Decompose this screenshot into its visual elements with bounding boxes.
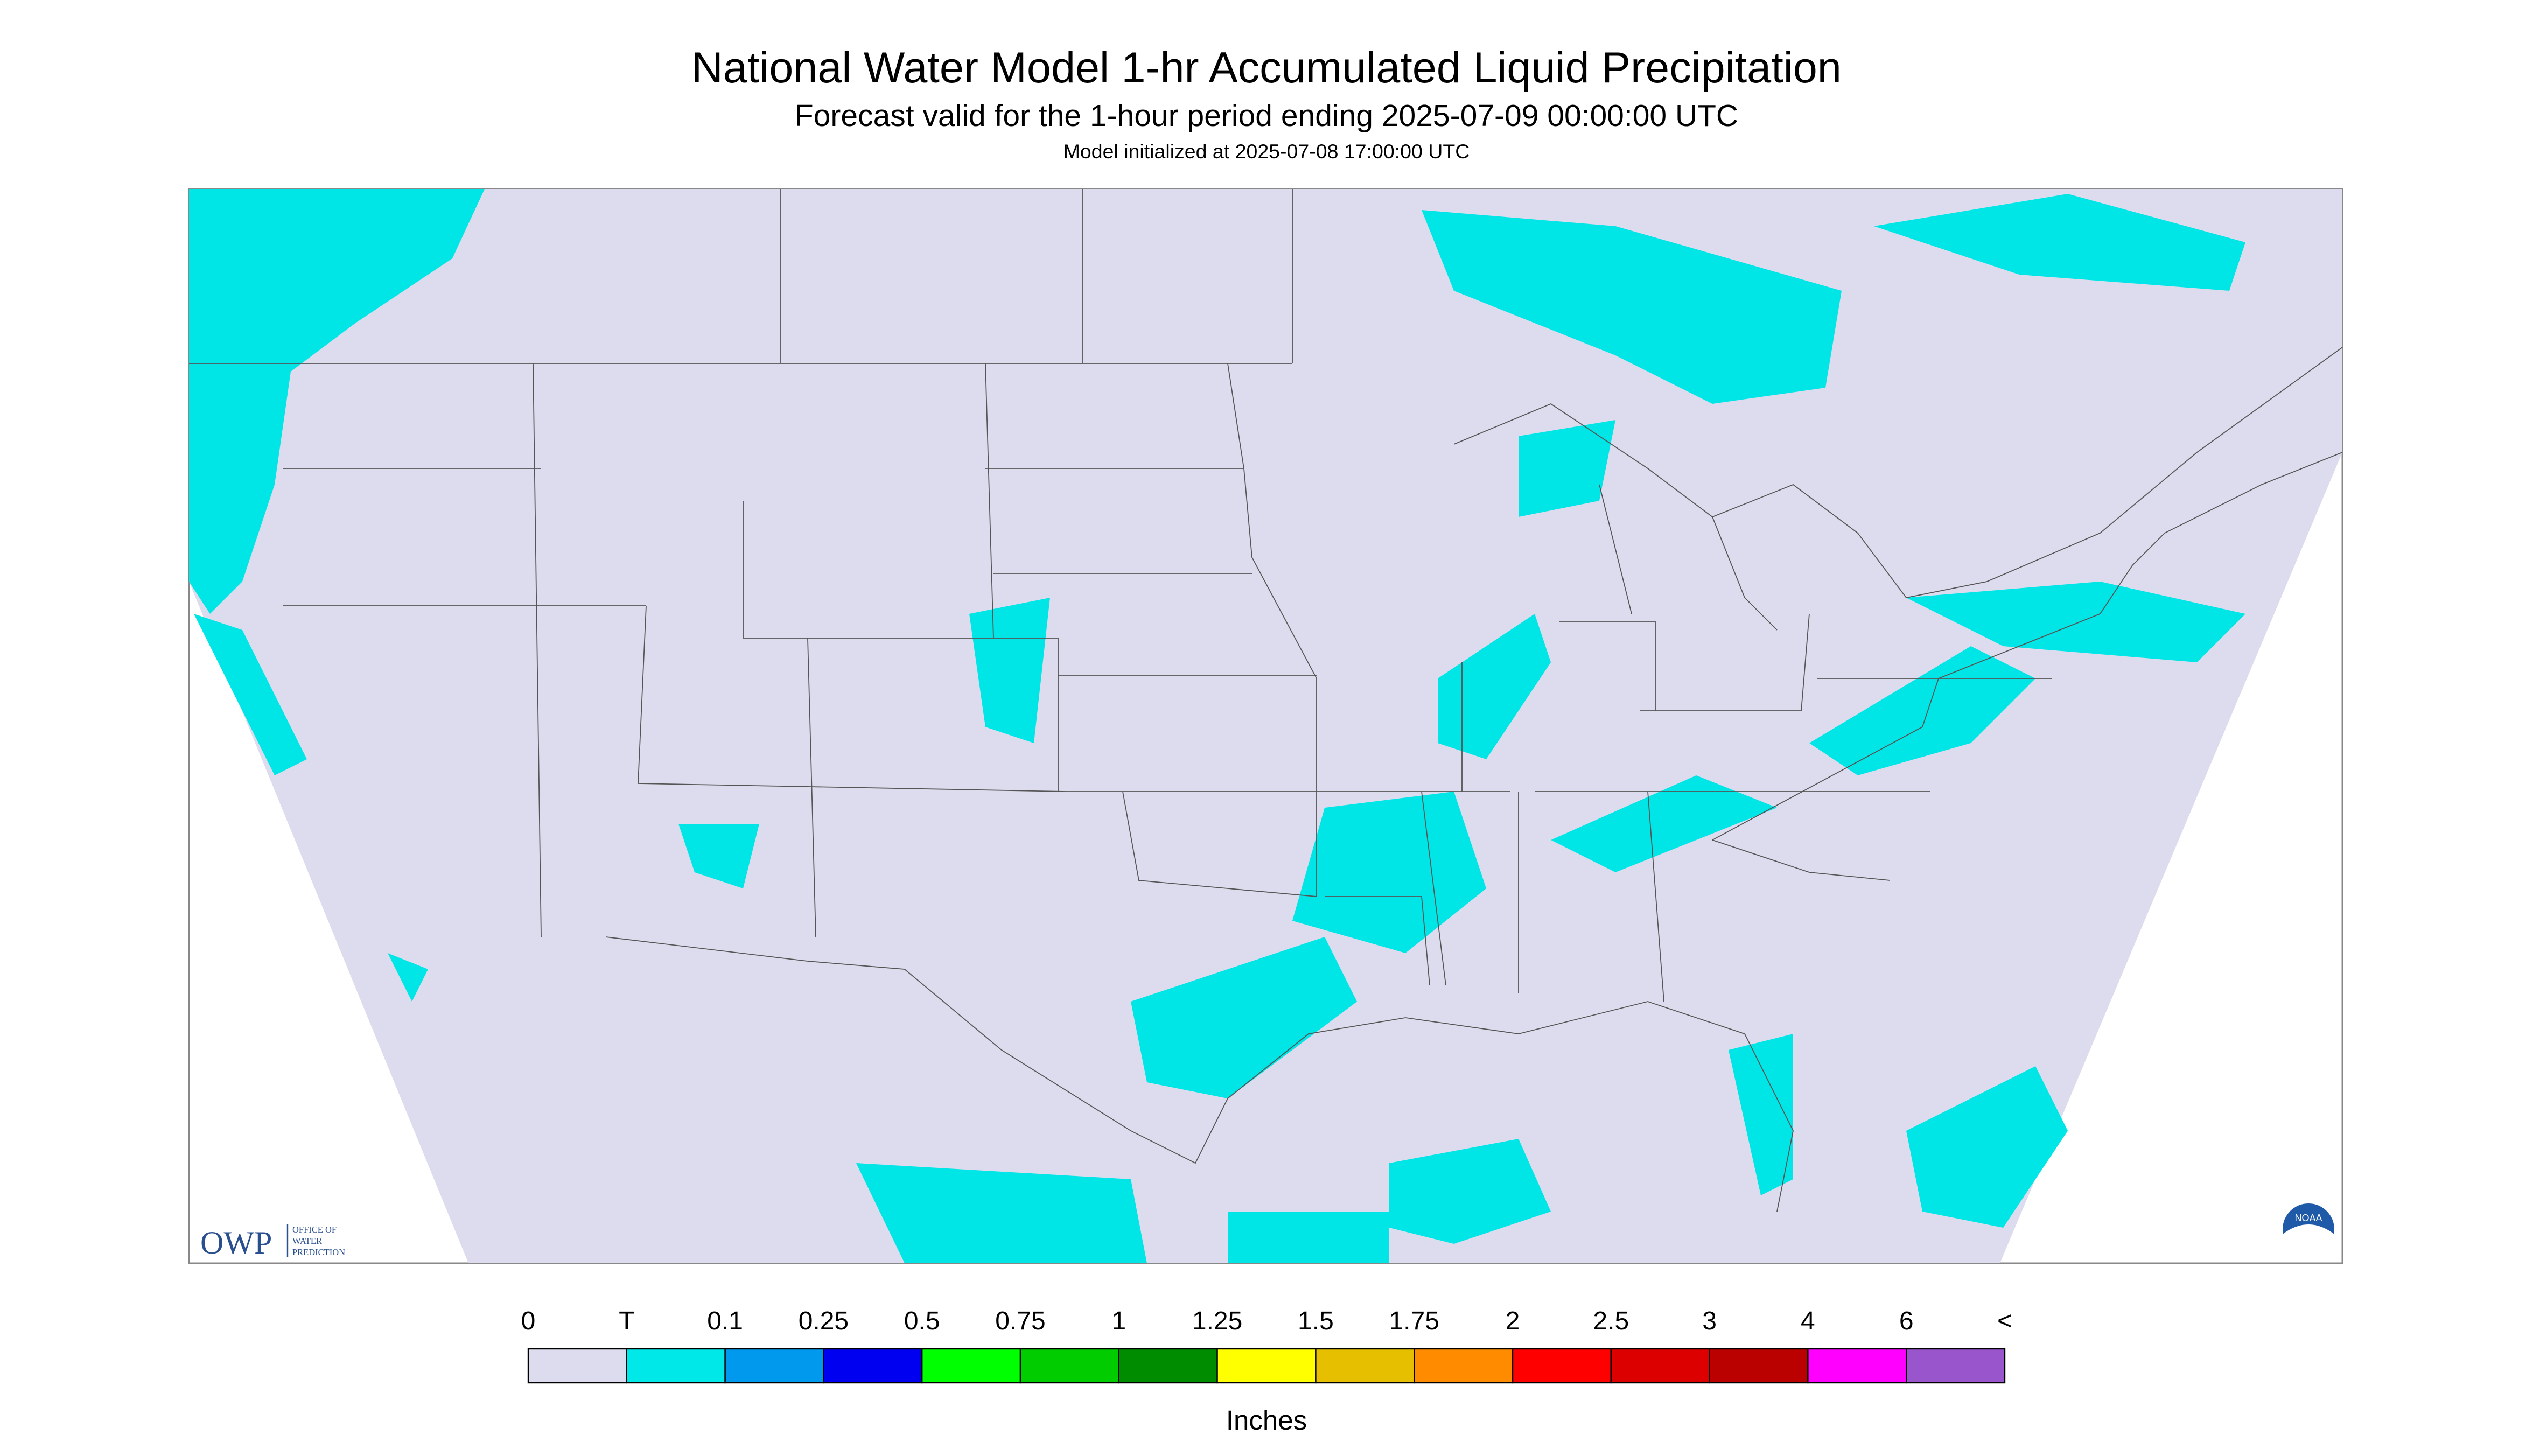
legend-swatch xyxy=(1118,1348,1218,1384)
subtitle: Forecast valid for the 1-hour period end… xyxy=(795,99,1738,133)
init-time: Model initialized at 2025-07-08 17:00:00… xyxy=(1063,140,1470,163)
owp-office: PREDICTION xyxy=(292,1247,345,1257)
legend-swatch xyxy=(921,1348,1021,1384)
legend-label: 1.75 xyxy=(1389,1307,1439,1335)
title: National Water Model 1-hr Accumulated Li… xyxy=(691,44,1842,92)
legend-swatch xyxy=(1905,1348,2006,1384)
legend-label: < xyxy=(1997,1307,2012,1335)
legend-swatch xyxy=(1512,1348,1612,1384)
legend-swatch xyxy=(724,1348,824,1384)
legend-swatch xyxy=(1709,1348,1809,1384)
legend-label: 2.5 xyxy=(1593,1307,1629,1335)
legend-label: 0.5 xyxy=(904,1307,940,1335)
legend-label: 0.75 xyxy=(995,1307,1045,1335)
legend-swatch xyxy=(1610,1348,1710,1384)
map-domain xyxy=(189,189,2342,1264)
legend-swatch xyxy=(626,1348,726,1384)
legend-unit: Inches xyxy=(1226,1405,1307,1436)
owp-logo: OWP xyxy=(200,1225,272,1261)
legend-label: 0.1 xyxy=(707,1307,743,1335)
map: OWP OFFICE OF WATER PREDICTION NOAA xyxy=(188,188,2343,1264)
legend-label: 3 xyxy=(1702,1307,1717,1335)
legend-label: 1 xyxy=(1111,1307,1126,1335)
boundaries xyxy=(189,189,2343,1212)
legend-swatch xyxy=(1019,1348,1120,1384)
legend-swatch xyxy=(1807,1348,1907,1384)
legend-label: 1.25 xyxy=(1192,1307,1242,1335)
legend-label: 6 xyxy=(1899,1307,1914,1335)
legend-swatch xyxy=(1414,1348,1514,1384)
legend: 0 T 0.1 0.25 0.5 0.75 1 1.25 1.5 1.75 2 2.5 3 4 6 < xyxy=(521,1307,2012,1384)
legend-swatch xyxy=(823,1348,923,1384)
owp-office: WATER xyxy=(292,1236,322,1246)
legend-swatch xyxy=(527,1348,628,1384)
noaa-text: NOAA xyxy=(2294,1213,2322,1223)
legend-label: 2 xyxy=(1506,1307,1520,1335)
legend-swatch xyxy=(1216,1348,1317,1384)
legend-label: 1.5 xyxy=(1298,1307,1334,1335)
legend-label: 4 xyxy=(1801,1307,1815,1335)
legend-label: 0 xyxy=(521,1307,536,1335)
owp-office: OFFICE OF xyxy=(292,1224,337,1235)
legend-swatch xyxy=(1315,1348,1415,1384)
legend-label: T xyxy=(619,1307,634,1335)
legend-label: 0.25 xyxy=(799,1307,849,1335)
